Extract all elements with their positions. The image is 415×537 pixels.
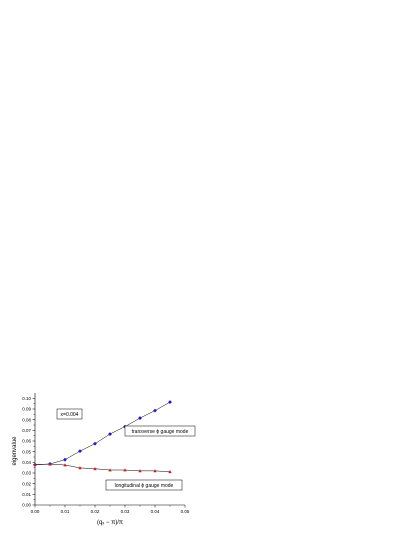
data-point [33,462,37,467]
y-axis-label: eigenvalue [12,436,18,466]
annotation-label: longitudinal ϕ gauge mode [115,483,174,489]
x-tick-label: 0.05 [181,509,190,514]
y-tick-label: 0.02 [22,481,31,486]
y-tick-label: 0.04 [22,460,31,465]
annotation-box [56,408,83,420]
series-line-2 [34,463,171,472]
y-tick-label: 0.05 [22,449,31,454]
data-point [48,462,52,466]
annotation-box [124,425,196,437]
x-axis: 0.00 0.01 0.02 0.03 0.04 0.05 [31,505,190,514]
data-point [138,469,142,473]
data-point [123,468,127,472]
y-tick-label: 0.07 [22,428,31,433]
y-tick-label: 0.10 [22,396,31,401]
x-tick-label: 0.02 [91,509,100,514]
annotation-box [105,479,183,491]
data-point [108,432,112,436]
annotations: x=0.004 transverse ϕ gauge mode longitudin… [56,408,196,491]
y-tick-label: 0.09 [22,407,31,412]
y-tick-label: 0.06 [22,439,31,444]
data-point [93,441,97,446]
data-point [78,449,82,454]
data-point [63,463,67,467]
series-lines [34,401,171,472]
data-point [168,400,172,404]
data-point [153,469,157,473]
data-point [168,470,172,474]
data-point [63,457,67,462]
data-point [108,468,112,472]
data-point [153,408,157,413]
annotation-label: transverse ϕ gauge mode [132,429,189,435]
data-point [93,467,97,471]
y-tick-label: 0.03 [22,471,31,476]
x-tick-label: 0.03 [121,509,130,514]
y-tick-label: 0.00 [22,503,31,508]
x-tick-label: 0.00 [31,509,40,514]
y-tick-label: 0.08 [22,417,31,422]
y-axis: 0.00 0.01 0.02 0.03 0.04 0.05 0.06 0.07 0.08 0.09… [22,396,35,508]
data-point [78,466,82,470]
series-markers [33,400,172,474]
x-tick-label: 0.01 [61,509,70,514]
data-point [138,416,142,420]
y-tick-label: 0.01 [22,492,31,497]
annotation-label: x=0.004 [61,412,79,418]
x-tick-label: 0.04 [151,509,160,514]
series-line-1 [34,401,171,465]
x-axis-label: (qₓ − π)/π [97,520,123,526]
